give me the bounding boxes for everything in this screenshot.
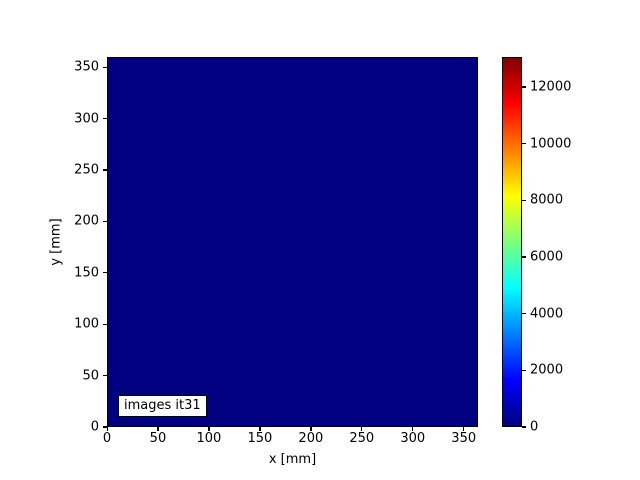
x-tick-label: 300: [400, 431, 426, 446]
x-tick-mark: [412, 427, 414, 431]
y-tick-mark: [103, 272, 107, 274]
annotation-text: images it31: [124, 398, 201, 413]
colorbar-tick-label: 0: [530, 419, 539, 435]
x-tick-mark: [310, 427, 312, 431]
y-tick-mark: [103, 66, 107, 68]
x-tick-mark: [106, 427, 108, 431]
y-tick-mark: [103, 118, 107, 120]
x-tick-label: 250: [349, 431, 375, 446]
colorbar-tick-mark: [522, 143, 526, 145]
y-tick-label: 250: [74, 162, 99, 178]
x-tick-label: 0: [102, 431, 112, 446]
x-tick-mark: [361, 427, 363, 431]
y-tick-mark: [103, 169, 107, 171]
x-tick-mark: [259, 427, 261, 431]
y-tick-label: 200: [74, 213, 99, 229]
x-axis-label: x [mm]: [268, 452, 317, 467]
heatmap-plot-area: images it31: [107, 57, 478, 427]
y-tick-label: 100: [74, 316, 99, 332]
colorbar-tick-mark: [522, 369, 526, 371]
y-tick-mark: [103, 323, 107, 325]
x-tick-label: 100: [196, 431, 222, 446]
x-tick-mark: [208, 427, 210, 431]
colorbar-tick-mark: [522, 256, 526, 258]
x-tick-mark: [157, 427, 159, 431]
colorbar-tick-mark: [522, 313, 526, 315]
colorbar-tick-label: 2000: [530, 362, 564, 378]
y-tick-label: 0: [90, 419, 99, 435]
y-tick-mark: [103, 375, 107, 377]
colorbar-tick-label: 8000: [530, 192, 564, 208]
x-tick-label: 350: [451, 431, 477, 446]
colorbar: [502, 57, 522, 427]
x-tick-label: 150: [247, 431, 273, 446]
y-tick-mark: [103, 220, 107, 223]
x-tick-mark: [463, 427, 465, 431]
colorbar-tick-mark: [522, 86, 526, 88]
colorbar-tick-label: 10000: [530, 136, 572, 152]
annotation-box: images it31: [118, 395, 207, 417]
colorbar-tick-label: 12000: [530, 79, 572, 95]
y-tick-label: 50: [82, 368, 99, 384]
y-tick-label: 300: [74, 111, 99, 127]
colorbar-tick-label: 4000: [530, 306, 564, 322]
x-tick-label: 50: [149, 431, 167, 446]
y-tick-mark: [103, 426, 107, 428]
colorbar-tick-mark: [522, 199, 526, 201]
y-tick-label: 150: [74, 265, 99, 281]
x-tick-label: 200: [298, 431, 324, 446]
colorbar-tick-mark: [522, 426, 526, 428]
colorbar-tick-label: 6000: [530, 249, 564, 265]
y-tick-label: 350: [74, 59, 99, 75]
